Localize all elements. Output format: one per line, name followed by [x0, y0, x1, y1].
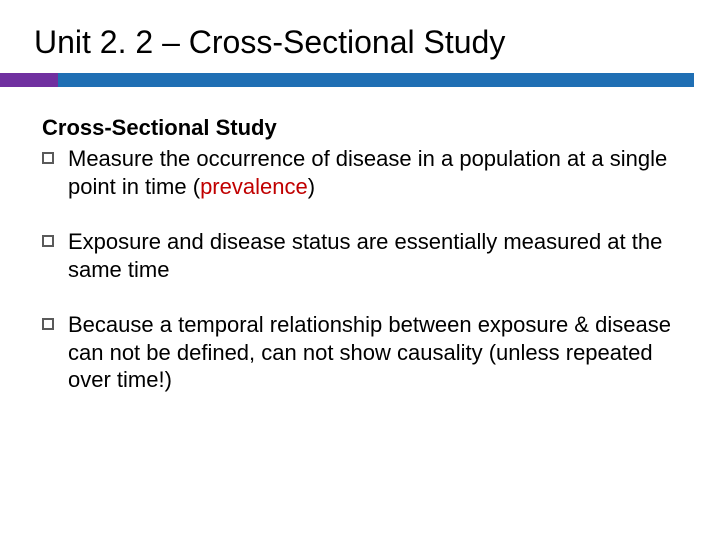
bullet-post: ): [308, 174, 315, 199]
bullet-pre: Exposure and disease status are essentia…: [68, 229, 662, 282]
bullet-pre: Because a temporal relationship between …: [68, 312, 671, 392]
bullet-marker-icon: [42, 235, 54, 247]
bullet-item: Measure the occurrence of disease in a p…: [42, 145, 690, 200]
bullet-text: Because a temporal relationship between …: [68, 311, 690, 394]
slide: Unit 2. 2 – Cross-Sectional Study Cross-…: [0, 0, 720, 540]
bullet-item: Exposure and disease status are essentia…: [42, 228, 690, 283]
accent-bar: [34, 73, 690, 87]
accent-purple: [0, 73, 58, 87]
accent-blue: [58, 73, 694, 87]
bullet-highlight: prevalence: [200, 174, 308, 199]
bullet-marker-icon: [42, 318, 54, 330]
bullet-pre: Measure the occurrence of disease in a p…: [68, 146, 667, 199]
slide-title: Unit 2. 2 – Cross-Sectional Study: [34, 24, 690, 61]
bullet-marker-icon: [42, 152, 54, 164]
bullet-text: Exposure and disease status are essentia…: [68, 228, 690, 283]
bullet-text: Measure the occurrence of disease in a p…: [68, 145, 690, 200]
bullet-item: Because a temporal relationship between …: [42, 311, 690, 394]
slide-content: Cross-Sectional Study Measure the occurr…: [34, 115, 690, 394]
subheading: Cross-Sectional Study: [42, 115, 690, 141]
